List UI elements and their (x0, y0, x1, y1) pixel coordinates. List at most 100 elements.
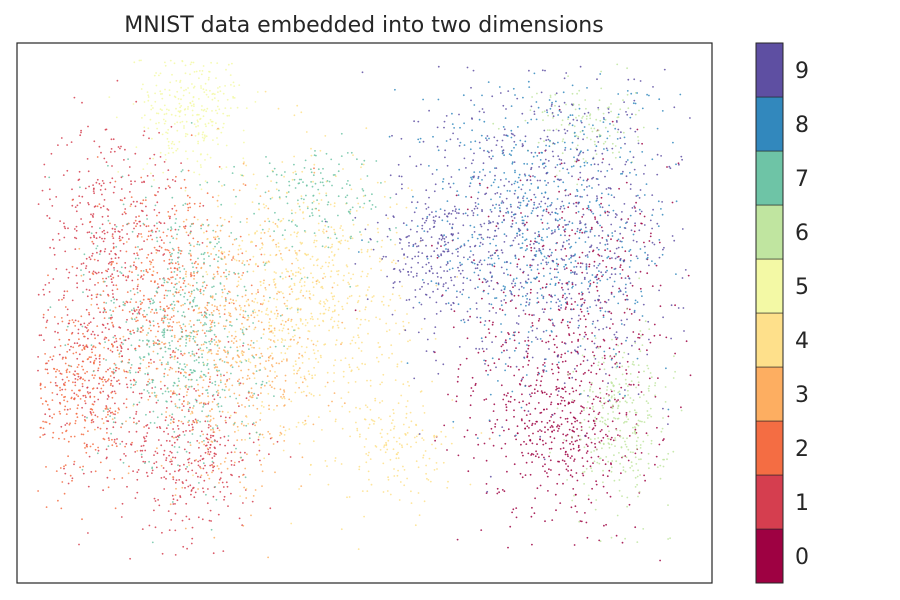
scatter-point-digit-2 (103, 307, 105, 310)
scatter-point-digit-7 (240, 361, 243, 364)
scatter-point-digit-1 (140, 209, 143, 212)
scatter-point-digit-1 (52, 278, 55, 280)
scatter-point-digit-0 (549, 426, 552, 429)
scatter-point-digit-2 (72, 346, 75, 349)
scatter-point-digit-5 (184, 113, 187, 116)
scatter-point-digit-4 (375, 316, 377, 319)
scatter-point-digit-2 (93, 395, 96, 398)
scatter-point-digit-1 (190, 542, 193, 545)
scatter-point-digit-2 (186, 203, 189, 206)
scatter-point-digit-2 (59, 386, 61, 389)
scatter-point-digit-6 (636, 483, 638, 486)
scatter-point-digit-3 (212, 310, 215, 312)
scatter-point-digit-3 (326, 381, 329, 384)
scatter-point-digit-3 (184, 325, 187, 328)
scatter-point-digit-4 (341, 405, 344, 408)
scatter-point-digit-3 (225, 385, 227, 388)
scatter-point-digit-4 (410, 420, 413, 423)
scatter-point-digit-6 (625, 415, 628, 418)
scatter-point-digit-1 (141, 528, 144, 530)
scatter-point-digit-4 (334, 460, 336, 462)
scatter-point-digit-2 (63, 492, 66, 495)
scatter-point-digit-2 (76, 366, 79, 368)
scatter-point-digit-1 (145, 214, 148, 217)
scatter-point-digit-2 (98, 376, 101, 379)
scatter-point-digit-1 (242, 502, 244, 504)
scatter-point-digit-2 (80, 376, 82, 379)
scatter-point-digit-4 (326, 371, 329, 374)
scatter-point-digit-1 (205, 471, 208, 474)
scatter-point-digit-4 (317, 258, 319, 261)
scatter-point-digit-0 (573, 458, 576, 461)
scatter-point-digit-6 (611, 404, 614, 407)
scatter-point-digit-4 (310, 312, 313, 315)
scatter-point-digit-4 (299, 308, 302, 310)
scatter-point-digit-3 (269, 339, 272, 341)
scatter-point-digit-2 (119, 337, 122, 340)
scatter-point-digit-0 (583, 315, 586, 317)
scatter-point-digit-4 (340, 225, 342, 227)
scatter-point-digit-3 (241, 350, 244, 353)
scatter-point-digit-2 (257, 265, 259, 268)
scatter-point-digit-1 (214, 447, 216, 450)
scatter-point-digit-4 (312, 440, 315, 443)
scatter-point-digit-1 (104, 327, 107, 329)
scatter-point-digit-2 (119, 344, 122, 347)
scatter-point-digit-3 (229, 364, 232, 367)
scatter-point-digit-6 (660, 430, 663, 433)
scatter-point-digit-0 (551, 431, 553, 433)
scatter-point-digit-6 (621, 495, 623, 497)
scatter-point-digit-1 (133, 417, 135, 420)
scatter-point-digit-3 (250, 314, 253, 317)
scatter-point-digit-2 (48, 408, 50, 411)
scatter-point-digit-1 (176, 357, 179, 359)
scatter-point-digit-1 (227, 341, 230, 343)
scatter-point-digit-0 (579, 384, 581, 387)
scatter-point-digit-3 (298, 367, 301, 369)
scatter-point-digit-4 (423, 412, 426, 414)
scatter-point-digit-0 (556, 425, 558, 428)
scatter-point-digit-4 (321, 287, 324, 290)
scatter-point-digit-2 (159, 236, 162, 239)
scatter-point-digit-7 (166, 329, 169, 331)
scatter-point-digit-4 (385, 322, 388, 325)
scatter-point-digit-1 (65, 268, 68, 271)
scatter-point-digit-4 (410, 189, 413, 192)
scatter-point-digit-3 (274, 377, 276, 379)
scatter-point-digit-4 (331, 316, 333, 319)
scatter-point-digit-0 (604, 463, 607, 466)
scatter-point-digit-1 (77, 328, 80, 331)
scatter-point-digit-6 (601, 356, 604, 359)
scatter-point-digit-4 (334, 359, 337, 361)
scatter-point-digit-6 (631, 465, 633, 467)
scatter-point-digit-0 (597, 455, 600, 458)
scatter-point-digit-3 (248, 263, 250, 266)
scatter-point-digit-5 (233, 85, 236, 87)
scatter-point-digit-7 (112, 368, 115, 371)
scatter-point-digit-4 (304, 318, 307, 321)
scatter-point-digit-4 (300, 111, 303, 114)
scatter-point-digit-0 (651, 285, 654, 287)
scatter-point-digit-2 (105, 416, 107, 418)
scatter-point-digit-5 (227, 63, 230, 66)
scatter-point-digit-1 (92, 421, 95, 423)
scatter-point-digit-4 (288, 428, 291, 430)
scatter-point-digit-7 (107, 219, 110, 222)
scatter-point-digit-3 (159, 380, 162, 383)
scatter-point-digit-7 (265, 382, 268, 384)
scatter-point-digit-0 (523, 440, 525, 443)
scatter-point-digit-6 (659, 477, 662, 480)
scatter-point-digit-1 (110, 250, 112, 253)
scatter-point-digit-4 (285, 268, 287, 270)
scatter-point-digit-1 (145, 440, 147, 442)
scatter-point-digit-1 (114, 230, 116, 233)
scatter-point-digit-3 (180, 304, 183, 307)
scatter-point-digit-1 (111, 177, 114, 180)
scatter-point-digit-4 (284, 276, 287, 279)
scatter-point-digit-0 (541, 439, 544, 442)
scatter-point-digit-4 (366, 379, 368, 382)
scatter-point-digit-2 (237, 380, 239, 382)
scatter-point-digit-5 (193, 85, 196, 88)
scatter-point-digit-5 (154, 92, 157, 95)
scatter-point-digit-2 (69, 474, 72, 477)
